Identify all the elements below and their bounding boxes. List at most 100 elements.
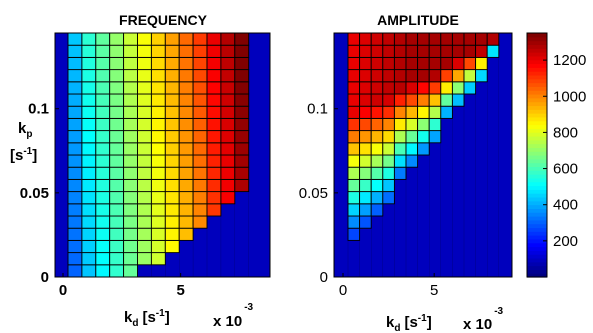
- amplitude-cell: [370, 191, 384, 205]
- frequency-cell: [206, 142, 222, 156]
- frequency-cell: [137, 105, 152, 119]
- frequency-cell: [220, 105, 236, 119]
- colorbar-segment: [527, 94, 547, 99]
- colorbar-segment: [527, 109, 547, 114]
- frequency-cell: [178, 130, 194, 144]
- frequency-cell: [137, 130, 152, 144]
- frequency-cell: [220, 44, 236, 58]
- frequency-cell: [206, 203, 222, 217]
- amplitude-cell: [393, 105, 407, 119]
- amplitude-cell: [370, 32, 384, 46]
- colorbar-segment: [527, 227, 547, 232]
- amplitude-cell: [475, 56, 488, 71]
- frequency-cell: [220, 69, 236, 83]
- amplitude-cell: [370, 178, 384, 193]
- frequency-cell: [67, 130, 83, 144]
- frequency-cell: [95, 264, 111, 278]
- frequency-cell: [81, 44, 97, 58]
- frequency-cell: [206, 56, 222, 71]
- colorbar-segment: [527, 204, 547, 209]
- frequency-cell: [192, 142, 208, 156]
- amplitude-cell: [347, 166, 361, 180]
- frequency-cell: [234, 56, 250, 71]
- frequency-cell: [164, 81, 180, 95]
- amplitude-cell: [347, 44, 361, 58]
- frequency-cell: [81, 105, 97, 119]
- frequency-cell: [192, 93, 208, 107]
- frequency-cell: [137, 166, 152, 180]
- colorbar-segment: [527, 120, 547, 126]
- amplitude-cell: [347, 191, 361, 205]
- frequency-cell: [150, 227, 166, 241]
- amplitude-cell: [359, 105, 372, 119]
- frequency-cell: [164, 105, 180, 119]
- amplitude-cell: [405, 44, 419, 58]
- frequency-cell: [109, 93, 125, 107]
- colorbar-segment: [527, 185, 547, 190]
- frequency-cell: [123, 93, 138, 107]
- colorbar-segment: [527, 196, 547, 202]
- frequency-cell: [81, 69, 97, 83]
- frequency-cell: [109, 56, 125, 71]
- frequency-cell: [164, 44, 180, 58]
- frequency-cell: [109, 154, 125, 168]
- colorbar-tick-label: 400: [553, 197, 578, 214]
- amplitude-cell: [382, 154, 395, 168]
- colorbar-tick-label: 800: [553, 124, 578, 141]
- frequency-cell: [123, 178, 138, 193]
- amplitude-cell: [359, 215, 372, 229]
- amplitude-cell: [451, 93, 465, 107]
- frequency-cell: [123, 81, 138, 95]
- frequency-cell: [178, 56, 194, 71]
- frequency-cell: [67, 252, 83, 266]
- colorbar-segment: [527, 147, 547, 152]
- frequency-cell: [178, 81, 194, 95]
- amplitude-cell: [417, 93, 430, 107]
- y-axis-label-unit: [s-1]: [10, 146, 37, 164]
- frequency-cell: [95, 93, 111, 107]
- frequency-cell: [220, 130, 236, 144]
- colorbar-segment: [527, 113, 547, 118]
- colorbar-segment: [527, 33, 547, 38]
- colorbar-segment: [527, 166, 547, 171]
- frequency-cell: [178, 142, 194, 156]
- colorbar-segment: [527, 174, 547, 179]
- amplitude-cell: [382, 44, 395, 58]
- frequency-cell: [192, 215, 208, 229]
- amplitude-x-axis-label: kd [s-1]: [386, 313, 432, 333]
- frequency-cell: [123, 264, 138, 278]
- frequency-cell: [67, 69, 83, 83]
- amplitude-panel: AMPLITUDE 0 5 0 0.05 0.1 kd [s-1] x 10-3 200 4…: [299, 12, 587, 333]
- amplitude-cell: [393, 117, 407, 132]
- amplitude-cell: [417, 117, 430, 132]
- frequency-cell: [109, 130, 125, 144]
- colorbar-tick-label: 600: [553, 161, 578, 178]
- frequency-cell: [206, 191, 222, 205]
- amplitude-cell: [428, 93, 442, 107]
- frequency-y-axis-label: kp [s-1]: [10, 120, 37, 164]
- frequency-cell: [150, 56, 166, 71]
- frequency-cell: [206, 93, 222, 107]
- frequency-cell: [192, 32, 208, 46]
- amplitude-cell: [347, 105, 361, 119]
- colorbar-segment: [527, 40, 547, 46]
- amplitude-x-multiplier: x 10-3: [463, 306, 504, 333]
- amplitude-cell: [359, 81, 372, 95]
- amplitude-cell: [370, 130, 384, 144]
- frequency-cell: [137, 81, 152, 95]
- frequency-cell: [192, 203, 208, 217]
- colorbar-segment: [527, 158, 547, 164]
- amplitude-cell: [393, 142, 407, 156]
- amplitude-cell: [370, 166, 384, 180]
- frequency-cell: [67, 32, 83, 46]
- amplitude-cell: [475, 69, 488, 83]
- frequency-cell: [95, 142, 111, 156]
- colorbar-tick-label: 1200: [553, 52, 586, 69]
- frequency-cell: [123, 191, 138, 205]
- colorbar-segment: [527, 135, 547, 141]
- colorbar-segment: [527, 200, 547, 206]
- frequency-cell: [81, 56, 97, 71]
- amplitude-cell: [382, 178, 395, 193]
- frequency-cell: [206, 81, 222, 95]
- amplitude-cell: [405, 142, 419, 156]
